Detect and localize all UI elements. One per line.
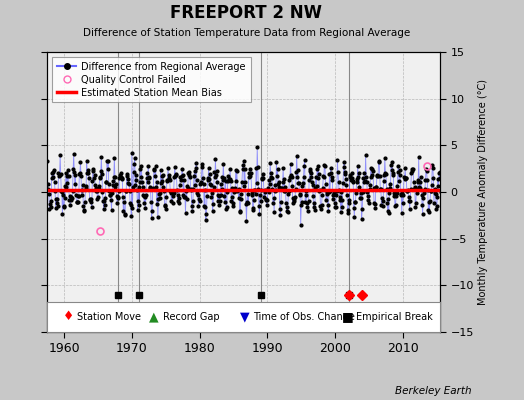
- Text: ■: ■: [342, 310, 354, 324]
- Text: Station Move: Station Move: [77, 312, 140, 322]
- Text: FREEPORT 2 NW: FREEPORT 2 NW: [170, 4, 322, 22]
- Legend: Difference from Regional Average, Quality Control Failed, Estimated Station Mean: Difference from Regional Average, Qualit…: [52, 57, 250, 102]
- Text: ▼: ▼: [239, 310, 249, 324]
- Text: Record Gap: Record Gap: [163, 312, 220, 322]
- Y-axis label: Monthly Temperature Anomaly Difference (°C): Monthly Temperature Anomaly Difference (…: [478, 79, 488, 305]
- Text: Difference of Station Temperature Data from Regional Average: Difference of Station Temperature Data f…: [83, 28, 410, 38]
- Text: Time of Obs. Change: Time of Obs. Change: [254, 312, 355, 322]
- Text: Berkeley Earth: Berkeley Earth: [395, 386, 472, 396]
- Text: ▲: ▲: [149, 310, 159, 324]
- Text: ♦: ♦: [63, 310, 74, 324]
- Text: Empirical Break: Empirical Break: [356, 312, 432, 322]
